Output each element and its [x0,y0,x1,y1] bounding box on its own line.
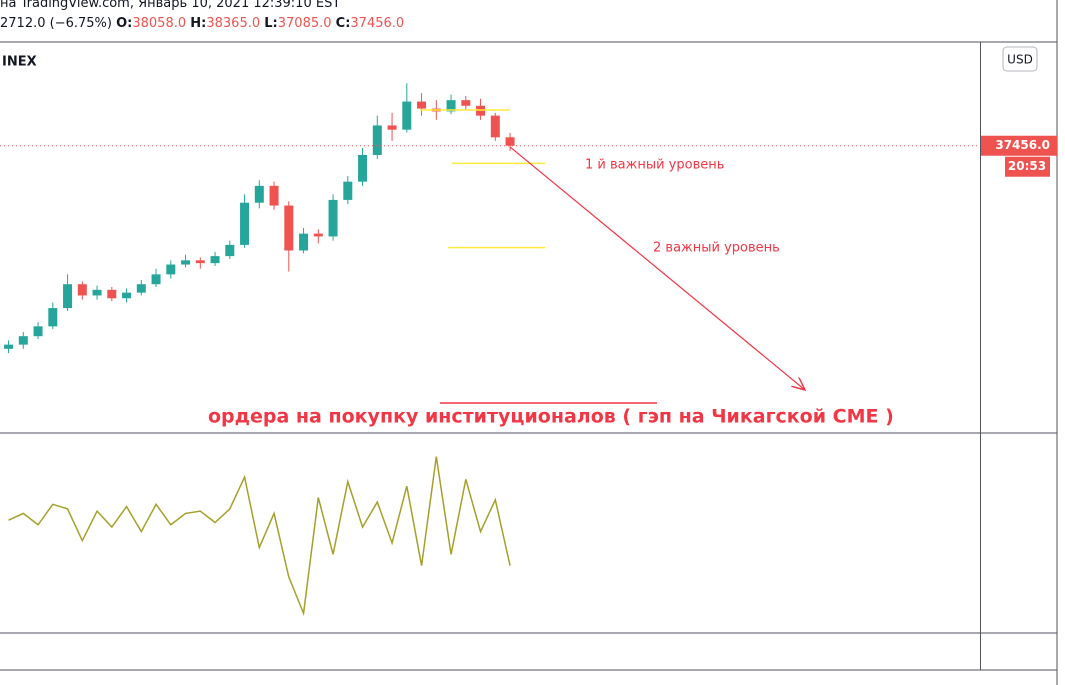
candle-body [402,101,412,130]
candle-body [417,101,427,109]
candle-body [48,308,58,327]
oscillator-line [8,456,511,617]
l-value: 37085.0 [277,16,332,31]
candle-body [284,205,294,251]
candle-body [122,292,132,299]
annotation: 1 й важный уровень [585,158,724,173]
candle-body [490,115,500,138]
candle-body [92,289,102,296]
candle-body [210,256,220,264]
candle-body [4,344,14,349]
c-label: C: [335,16,351,31]
header-line: на TradingView.com, Январь 10, 2021 12:3… [0,0,340,11]
o-value: 38058.0 [132,16,187,31]
arrow [509,146,805,390]
candle-body [313,233,323,237]
candle-body [33,326,43,337]
l-label: L: [264,16,278,31]
candle-body [225,244,235,257]
currency-button[interactable] [1002,46,1038,72]
candle-body [446,100,456,112]
h-label: H: [190,16,207,31]
price-tag-label: 37456.0 [995,138,1050,152]
candle-body [387,125,397,130]
candle-body [240,202,250,245]
candle-body [461,100,471,106]
candle-body [254,185,264,203]
candle-body [505,137,515,146]
candle-body [151,274,161,285]
candle-body [166,264,176,275]
candle-body [358,154,368,182]
change: 2712.0 (−6.75%) [0,16,112,31]
candle-body [136,284,146,293]
candle-body [372,125,382,155]
candle-body [18,336,28,345]
candle-body [299,233,309,251]
symbol: INEX [2,55,37,70]
price-tag [981,135,1057,156]
countdown-label: 20:53 [1008,159,1046,173]
candle-body [77,284,87,296]
candle-body [107,289,117,299]
candle-body [181,260,191,265]
currency[interactable]: USD [1007,53,1033,67]
candle-body [343,181,353,200]
countdown-tag [1005,156,1050,177]
candle-body [269,185,279,206]
c-value: 37456.0 [350,16,405,31]
annotation: 2 важный уровень [653,241,780,256]
annotation: ордера на покупку институционалов ( гэп … [208,406,894,428]
ohlc-line: 2712.0 (−6.75%) O:38058.0 H:38365.0 L:37… [0,16,404,31]
candle-body [195,260,205,264]
candle-body [63,284,73,309]
candle-body [328,199,338,237]
o-label: O: [116,16,133,31]
h-value: 38365.0 [206,16,261,31]
source: на TradingView.com, Январь 10, 2021 12:3… [0,0,341,11]
